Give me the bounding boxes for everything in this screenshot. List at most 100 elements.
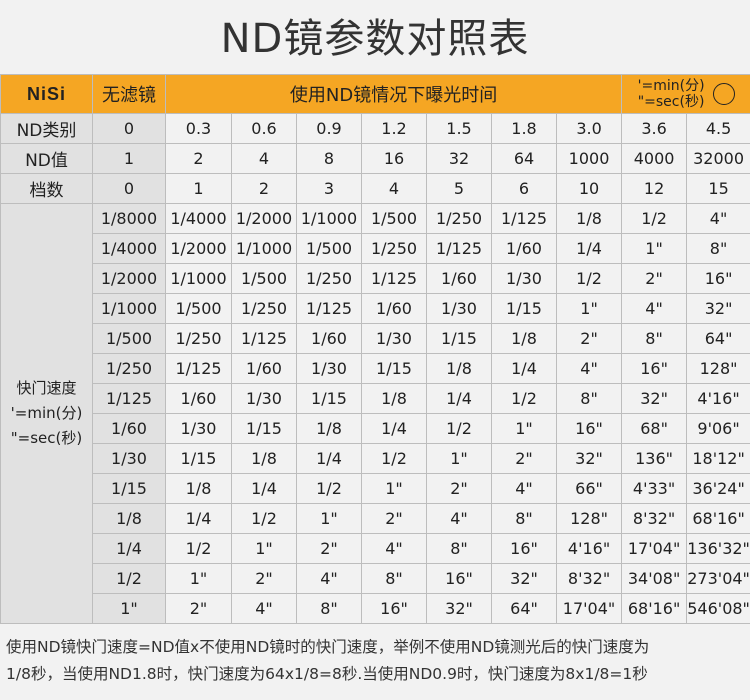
table-cell: 1/15 [165,443,232,474]
table-cell: 136'32" [686,533,750,564]
table-cell: 1/500 [231,263,297,294]
table-cell: 1/4 [165,503,232,534]
row-nd-value: ND值 1 2 4 8 16 32 64 1000 4000 32000 [0,143,750,174]
shutter-unit-sec: "=sec(秒) [10,429,83,447]
shutter-row: 1/2 1" 2" 4" 8" 16" 32" 8'32" 34'08" 273'04" [1,563,750,594]
table-cell: 6 [491,173,557,204]
table-cell: 2" [165,593,232,624]
formula-note: 使用ND镜快门速度=ND值x不使用ND镜时的快门速度，举例不使用ND镜测光后的快… [6,634,746,688]
table-cell: 1/60 [491,233,557,264]
table-cell: 1/60 [92,413,166,444]
brand-logo: NiSi [0,74,93,114]
table-cell: 4" [555,353,623,384]
table-cell: 4'16" [686,383,750,414]
row-nd-type: ND类别 0 0.3 0.6 0.9 1.2 1.5 1.8 3.0 3.6 4.5 [0,113,750,144]
shutter-row: 快门速度 '=min(分) "=sec(秒) 1/8000 1/4000 1/2000 1/… [0,203,750,624]
table-cell: 128" [555,503,623,534]
table-cell: 1.2 [361,113,427,144]
table-cell: 1/125 [92,383,166,414]
row-stops: 档数 0 1 2 3 4 5 6 10 12 15 [0,173,750,204]
table-cell: 1/15 [296,383,362,414]
table-cell: 66" [555,473,623,504]
table-cell: 1/15 [231,413,297,444]
shutter-row: 1/60 1/30 1/15 1/8 1/4 1/2 1" 16" 68" 9'06" [1,413,750,444]
table-cell: 1/1000 [231,233,297,264]
table-cell: 16" [555,413,623,444]
page-title: ND镜参数对照表 [220,16,530,62]
shutter-row: 1/1000 1/500 1/250 1/125 1/60 1/30 1/15 1" 4" 32" [1,293,750,324]
table-cell: 0.9 [296,113,362,144]
table-cell: 128" [686,353,750,384]
table-cell: 1/2 [555,263,623,294]
table-cell: 1" [426,443,492,474]
table-cell: 0.3 [165,113,232,144]
table-cell: 8'32" [621,503,688,534]
table-cell: 1/30 [231,383,297,414]
table-cell: 3.0 [555,113,623,144]
table-cell: 4" [686,203,750,234]
table-cell: 2" [361,503,427,534]
table-cell: 4" [361,533,427,564]
table-cell: 1/2 [296,473,362,504]
table-cell: 1000 [555,143,623,174]
table-cell: 1/2 [491,383,557,414]
shutter-row: 1/2000 1/1000 1/500 1/250 1/125 1/60 1/30 1/2 2"… [1,263,750,294]
table-cell: 1/125 [491,203,557,234]
table-cell: 1/4 [555,233,623,264]
shutter-row: 1/30 1/15 1/8 1/4 1/2 1" 2" 32" 136" 18'12" [1,443,750,474]
table-cell: 4'33" [621,473,688,504]
table-cell: 2" [621,263,688,294]
table-cell: 1/125 [231,323,297,354]
table-cell: 9'06" [686,413,750,444]
unit-legend: '=min(分) "=sec(秒) [621,74,750,114]
table-cell: 1" [296,503,362,534]
shutter-title: 快门速度 [16,379,77,397]
table-cell: 4.5 [686,113,750,144]
row-label: 档数 [0,173,93,204]
table-cell: 1/2 [361,443,427,474]
table-cell: 1/2 [165,533,232,564]
shutter-unit-min: '=min(分) [10,404,83,422]
table-cell: 1" [92,593,166,624]
table-cell: 8 [296,143,362,174]
table-cell: 0.6 [231,113,297,144]
table-cell: 1/125 [426,233,492,264]
shutter-row: 1/250 1/125 1/60 1/30 1/15 1/8 1/4 4" 16" 128" [1,353,750,384]
table-cell: 3 [296,173,362,204]
table-cell: 1/4000 [165,203,232,234]
table-cell: 1/8 [165,473,232,504]
table-cell: 1/125 [165,353,232,384]
table-cell: 1/8 [231,443,297,474]
table-cell: 16" [686,263,750,294]
table-cell: 1/8 [491,323,557,354]
table-cell: 1/30 [491,263,557,294]
table-cell: 68" [621,413,688,444]
table-cell: 16" [491,533,557,564]
table-cell: 2" [555,323,623,354]
table-cell: 1/4 [92,533,166,564]
exposure-caption: 使用ND镜情况下曝光时间 [164,74,623,114]
table-cell: 4" [231,593,297,624]
table-cell: 1/60 [231,353,297,384]
table-cell: 4" [621,293,688,324]
table-cell: 1 [165,173,232,204]
nd-table: NiSi 无滤镜 使用ND镜情况下曝光时间 '=min(分) "=sec(秒) … [0,74,750,624]
no-filter-header: 无滤镜 [92,74,166,114]
table-cell: 4" [426,503,492,534]
table-cell: 8" [296,593,362,624]
table-cell: 36'24" [686,473,750,504]
shutter-row: 1/125 1/60 1/30 1/15 1/8 1/4 1/2 8" 32" 4'16" [1,383,750,414]
table-cell: 8'32" [555,563,623,594]
table-cell: 32" [426,593,492,624]
table-cell: 1/30 [92,443,166,474]
table-cell: 136" [621,443,688,474]
shutter-speed-label: 快门速度 '=min(分) "=sec(秒) [0,203,93,624]
table-cell: 1/4 [361,413,427,444]
table-cell: 1/15 [92,473,166,504]
table-cell: 0 [92,173,166,204]
table-cell: 4" [491,473,557,504]
table-cell: 12 [621,173,688,204]
table-cell: 1/250 [296,263,362,294]
table-cell: 16 [361,143,427,174]
table-cell: 1" [165,563,232,594]
